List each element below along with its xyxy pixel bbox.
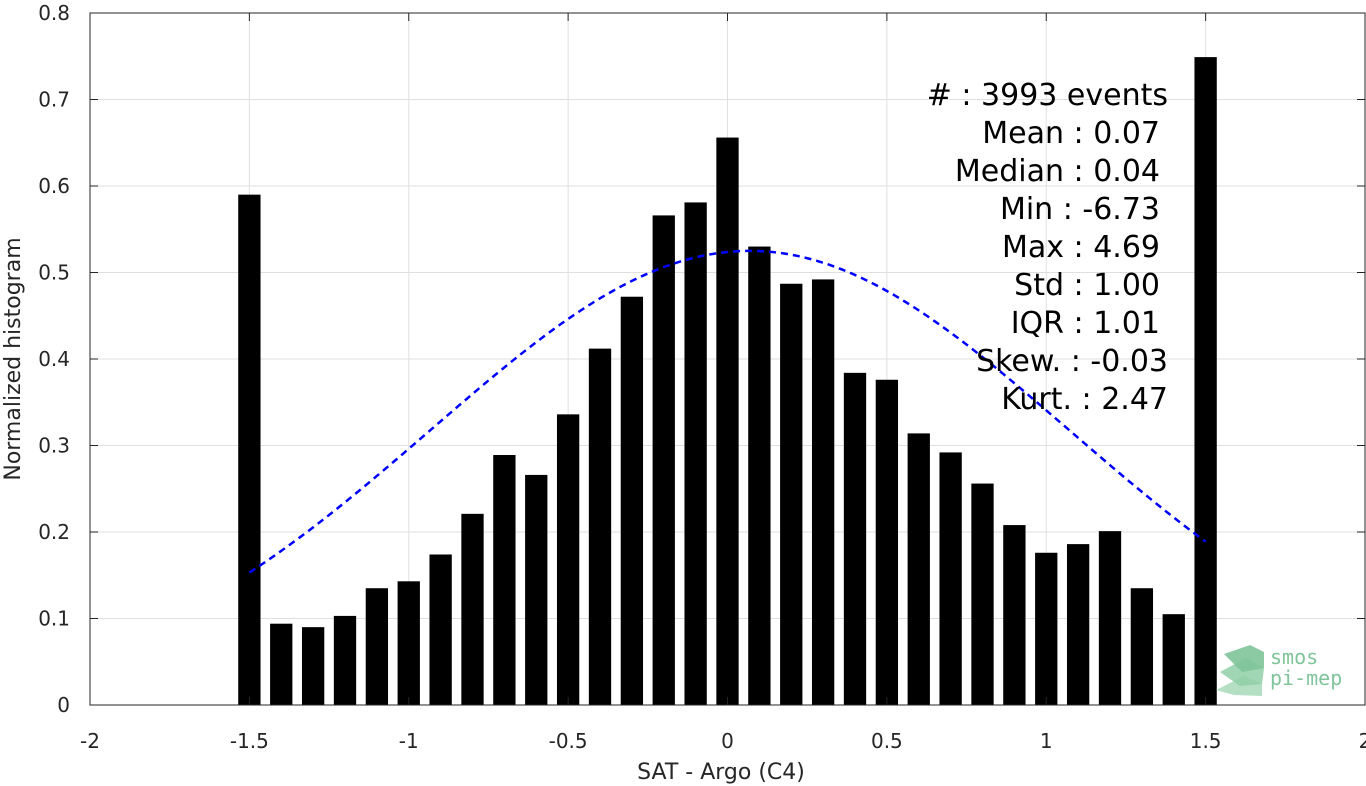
histogram-bar — [1035, 552, 1058, 705]
y-tick-label: 0.5 — [38, 261, 70, 285]
x-tick-label: -0.5 — [549, 729, 588, 753]
histogram-bar — [1162, 614, 1185, 705]
histogram-bar — [843, 372, 867, 705]
histogram-bar — [493, 455, 516, 705]
histogram-bar — [939, 452, 962, 705]
x-tick-labels: -2 -1.5 -1 -0.5 0 0.5 1 1.5 2 — [80, 729, 1366, 753]
x-axis-label: SAT - Argo (C4) — [637, 760, 805, 785]
histogram-bar — [365, 588, 389, 705]
histogram-bar — [971, 483, 994, 705]
histogram-bar — [748, 246, 771, 706]
histogram-bar — [525, 474, 548, 705]
y-tick-label: 0.2 — [38, 520, 70, 544]
stats-box: # : 3993 events Mean : 0.07 Median : 0.0… — [927, 78, 1168, 417]
histogram-bar — [588, 348, 612, 705]
y-tick-labels: 0 0.1 0.2 0.3 0.4 0.5 0.6 0.7 0.8 — [38, 1, 70, 717]
y-tick-label: 0.3 — [38, 434, 70, 458]
x-tick-label: -1.5 — [230, 729, 269, 753]
stat-mean: Mean : 0.07 — [982, 116, 1160, 151]
histogram-bar — [1194, 57, 1217, 706]
histogram-bar — [397, 581, 420, 705]
histogram-bar — [716, 137, 739, 705]
x-tick-label: -2 — [80, 729, 100, 753]
y-tick-label: 0.6 — [38, 174, 70, 198]
histogram-bar — [620, 296, 644, 705]
histogram-bar — [811, 279, 835, 705]
histogram-bar — [652, 215, 675, 705]
y-tick-label: 0.8 — [38, 1, 70, 25]
histogram-bar — [1098, 531, 1122, 705]
stat-iqr: IQR : 1.01 — [1011, 306, 1160, 341]
histogram-bar — [875, 379, 899, 705]
y-tick-label: 0.1 — [38, 607, 70, 631]
histogram-bar — [684, 202, 707, 705]
logo-line-1: smos — [1270, 645, 1318, 669]
histogram-bar — [556, 414, 580, 705]
histogram-bar — [1003, 525, 1026, 705]
histogram-bar — [461, 513, 484, 705]
x-tick-label: 2 — [1359, 729, 1366, 753]
y-axis-label: Normalized histogram — [1, 237, 26, 480]
stat-max: Max : 4.69 — [1002, 230, 1160, 265]
x-tick-label: 0.5 — [871, 729, 903, 753]
histogram-bars — [238, 57, 1217, 706]
stat-kurt: Kurt. : 2.47 — [1001, 382, 1168, 417]
gaussian-fit-curve — [248, 249, 1207, 574]
histogram-bar — [780, 283, 803, 705]
stat-skew: Skew. : -0.03 — [976, 344, 1168, 379]
stat-std: Std : 1.00 — [1014, 268, 1160, 303]
logo-line-2: pi-mep — [1270, 666, 1342, 690]
histogram-bar — [429, 554, 452, 705]
x-tick-label: 1.5 — [1190, 729, 1222, 753]
stat-min: Min : -6.73 — [1000, 192, 1160, 227]
stat-median: Median : 0.04 — [955, 154, 1160, 189]
y-tick-label: 0.7 — [38, 88, 70, 112]
x-tick-label: -1 — [399, 729, 419, 753]
histogram-bar — [907, 433, 930, 705]
axis-ticks — [89, 12, 1366, 706]
x-tick-label: 0 — [721, 729, 734, 753]
histogram-bar — [333, 615, 357, 705]
y-tick-label: 0.4 — [38, 347, 70, 371]
histogram-bar — [1066, 544, 1090, 705]
x-tick-label: 1 — [1040, 729, 1053, 753]
logo-stack-icon — [1216, 645, 1264, 696]
y-tick-label: 0 — [57, 693, 70, 717]
histogram-bar — [301, 627, 325, 705]
histogram-bar — [1130, 588, 1154, 705]
stat-count: # : 3993 events — [927, 78, 1168, 113]
histogram-bar — [238, 194, 261, 705]
histogram-bar — [270, 623, 293, 705]
smos-pimep-logo: smos pi-mep — [1216, 645, 1342, 696]
